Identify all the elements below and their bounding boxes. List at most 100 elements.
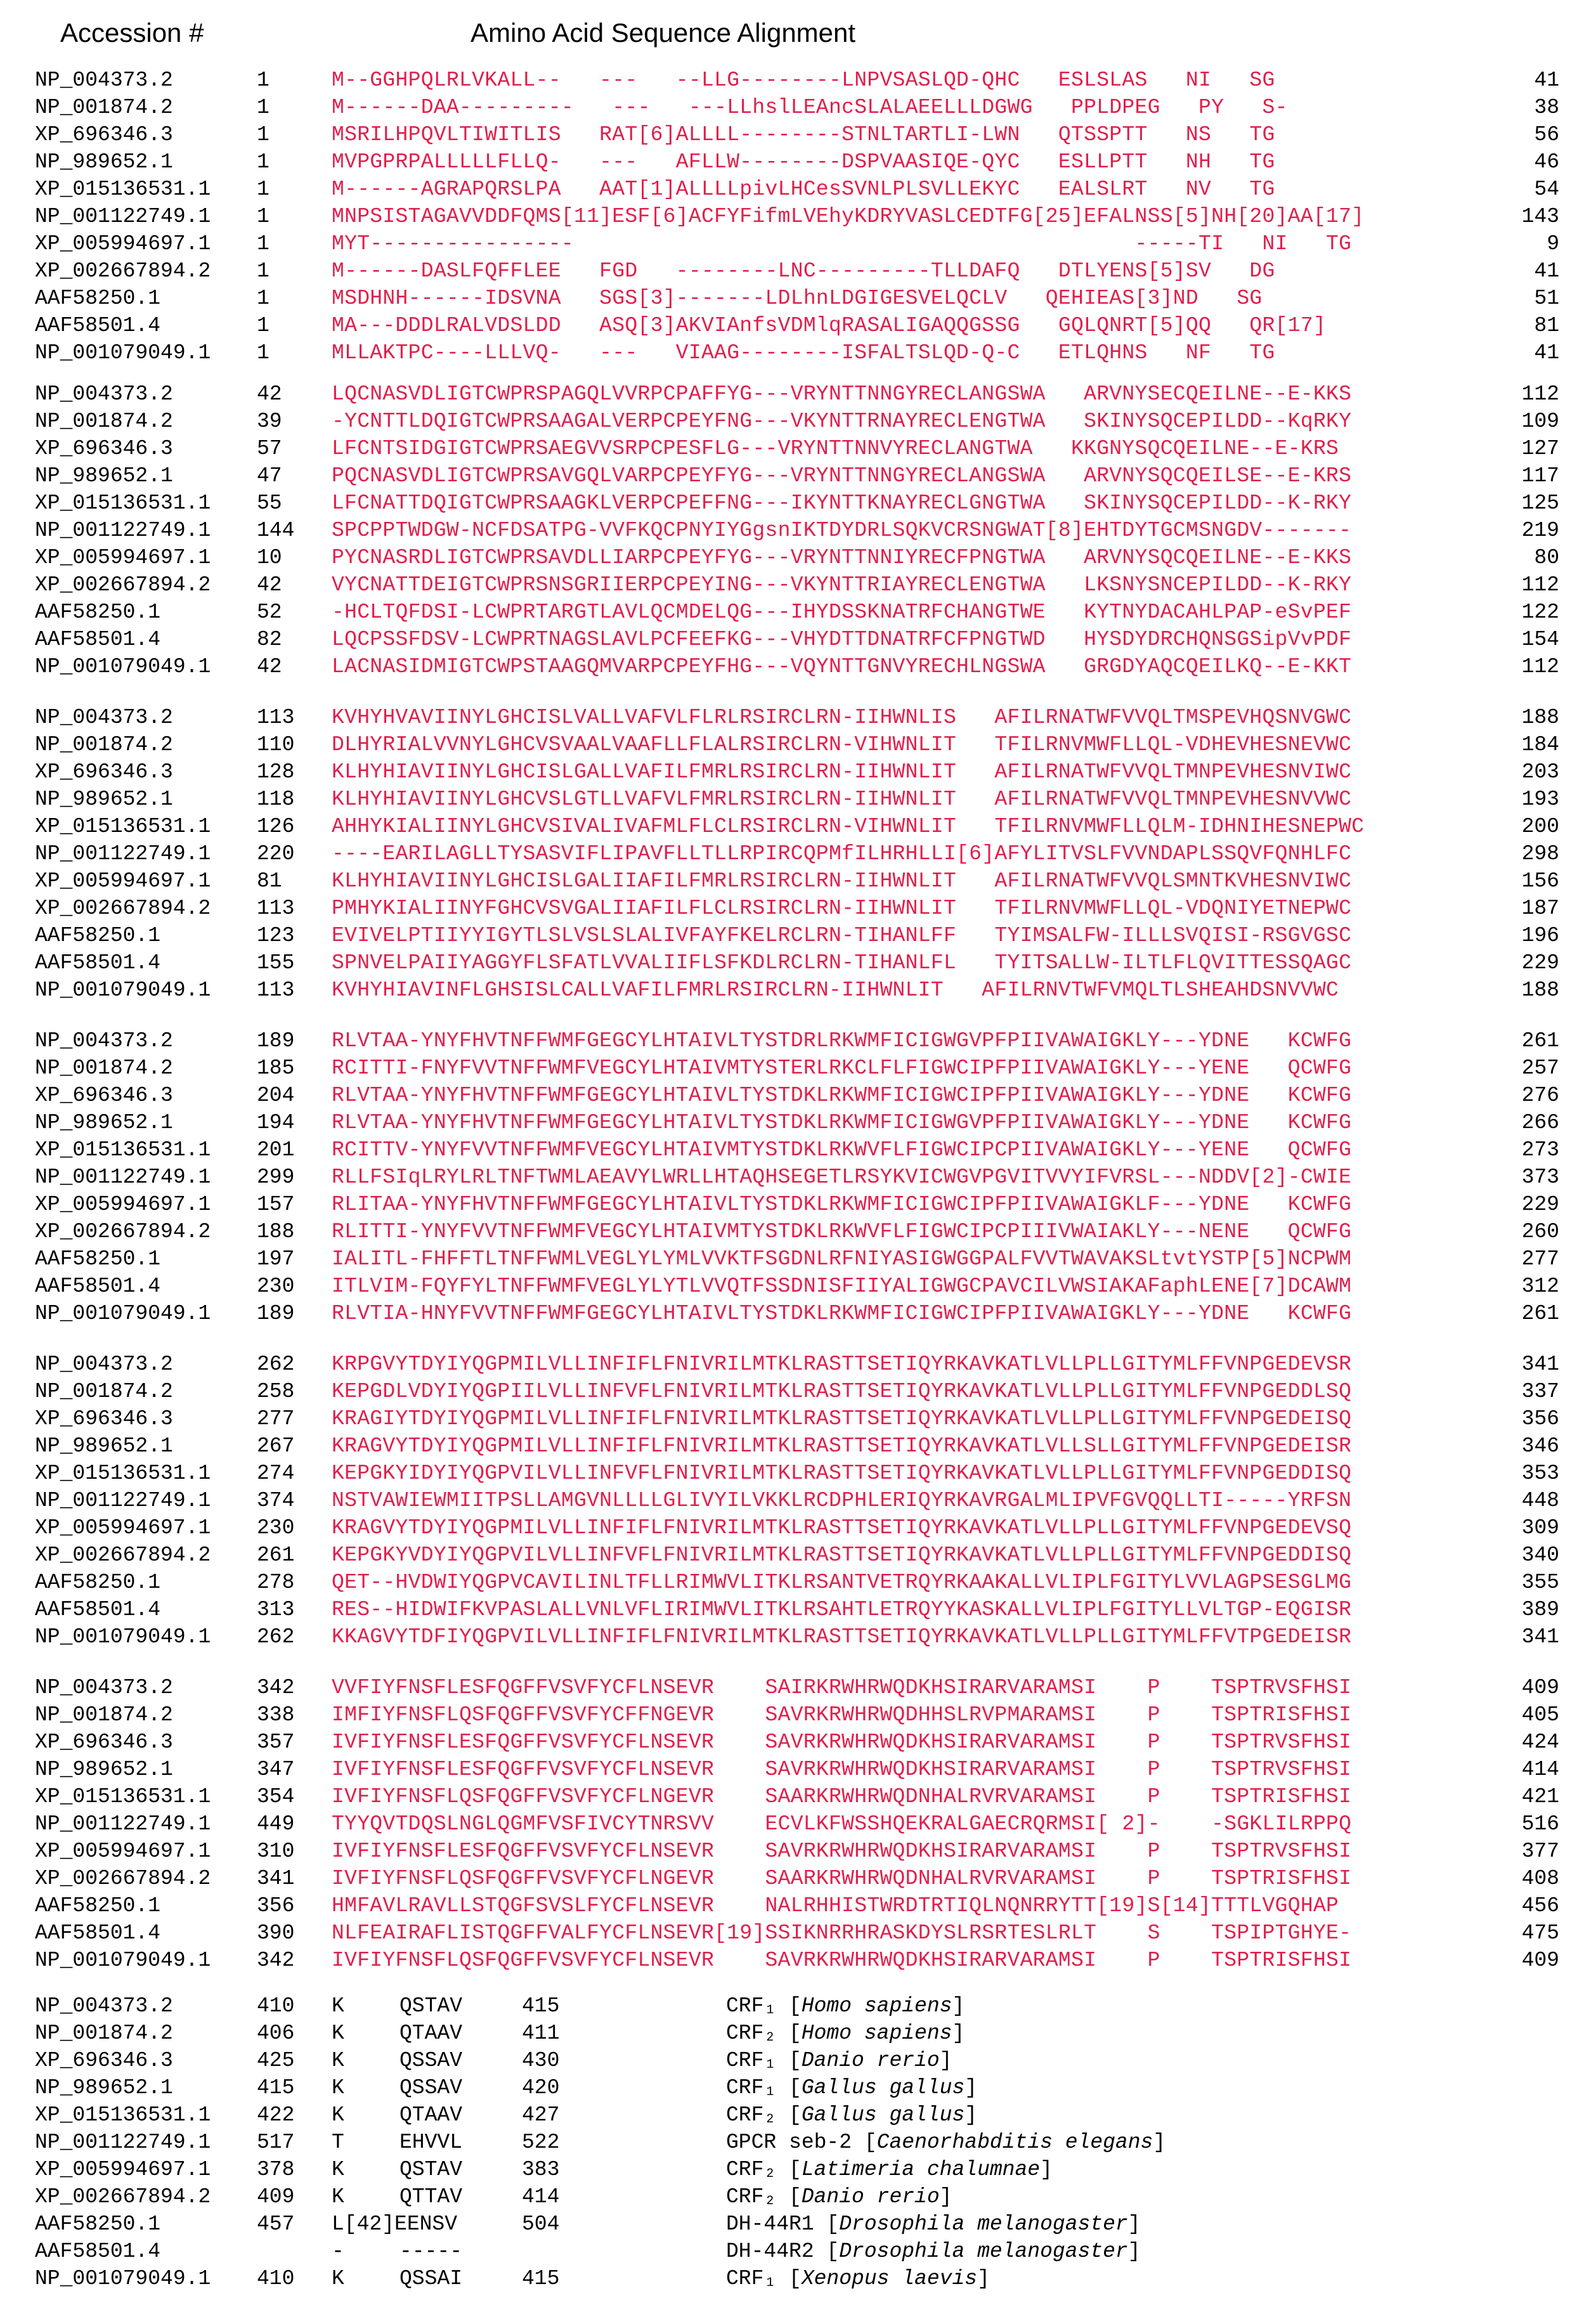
end-position: 203 (1521, 760, 1559, 784)
start-position: 310 (257, 1840, 295, 1863)
end-position: 261 (1521, 1029, 1559, 1053)
end-position: 341 (1521, 1625, 1559, 1649)
sequence-segment: KRAGIYTDYIYQGPMILVLLINFIFLFNIVRILMTKLRAS… (332, 1407, 1352, 1431)
alignment-row: NP_989652.1 47 PQCNASVDLIGTCWPRSAVGQLVARPC… (0, 462, 1591, 490)
end-position: 405 (1521, 1703, 1559, 1727)
alignment-row: AAF58250.1 356 HMFAVLRAVLLSTQGFSVSLFYCFLNS… (0, 1892, 1591, 1919)
alignment-row: XP_696346.3 57 LFCNTSIDGIGTCWPRSAEGVVSRPCP… (0, 435, 1591, 462)
alignment-block: NP_004373.2 262 KRPGVYTDYIYQGPMILVLLINFIFL… (0, 1351, 1591, 1651)
alignment-row: NP_001874.2 1 M------DAA--------- --- ---L… (0, 94, 1591, 121)
end-position: 122 (1521, 600, 1559, 624)
alignment-row: AAF58501.4 82 LQCPSSFDSV-LCWPRTNAGSLAVLPCF… (0, 626, 1591, 653)
sequence-segment: M------DAA--------- --- ---LLhslLEAncSLA… (332, 96, 1288, 119)
start-position: 457 (257, 2212, 295, 2236)
start-position: 144 (257, 519, 295, 542)
start-position: 1 (257, 150, 269, 174)
end-position: 411 (522, 2022, 560, 2045)
sequence-segment: VVFIYFNSFLESFQGFFVSVFYCFLNSEVR SAIRKRWHR… (332, 1676, 1352, 1699)
end-position: 383 (522, 2158, 560, 2181)
end-position: 427 (522, 2103, 560, 2127)
sequence-segment: MLLAKTPC----LLLVQ- --- VIAAG--------ISFA… (332, 341, 1275, 365)
accession-id: XP_015136531.1 (35, 2103, 211, 2127)
start-position: 1 (257, 96, 269, 119)
accession-id: XP_015136531.1 (35, 815, 211, 838)
start-position: 1 (257, 205, 269, 228)
start-position: 57 (257, 437, 282, 460)
terminal-segment: QSSAV (399, 2076, 463, 2100)
accession-id: NP_001122749.1 (35, 519, 211, 542)
accession-id: AAF58501.4 (35, 314, 161, 337)
start-position: 342 (257, 1949, 295, 1972)
end-position: 219 (1521, 519, 1559, 542)
accession-id: NP_001874.2 (35, 1056, 173, 1080)
accession-id: XP_005994697.1 (35, 1840, 211, 1863)
start-position: 189 (257, 1029, 295, 1053)
start-position: 313 (257, 1598, 295, 1621)
start-position: 410 (257, 1994, 295, 2018)
accession-id: NP_004373.2 (35, 706, 173, 729)
figure-header: Accession # Amino Acid Sequence Alignmen… (0, 18, 1591, 62)
end-position: 504 (522, 2212, 560, 2236)
species-name: Latimeria chalumnae (801, 2158, 1041, 2181)
accession-id: XP_696346.3 (35, 760, 173, 784)
end-position: 117 (1521, 464, 1559, 488)
alignment-row: NP_989652.1 118 KLHYHIAVIINYLGHCVSLGTLLVAF… (0, 786, 1591, 813)
alignment-row: AAF58250.1 52 -HCLTQFDSI-LCWPRTARGTLAVLQCM… (0, 599, 1591, 626)
accession-id: NP_989652.1 (35, 2076, 173, 2100)
accession-id: NP_001079049.1 (35, 341, 211, 365)
start-position: 1 (257, 123, 269, 146)
end-position: 188 (1521, 978, 1559, 1002)
end-position: 46 (1534, 150, 1559, 174)
start-position: 42 (257, 655, 282, 678)
start-position: 42 (257, 573, 282, 597)
end-position: 109 (1521, 410, 1559, 433)
start-position: 299 (257, 1165, 295, 1189)
sequence-segment: LQCPSSFDSV-LCWPRTNAGSLAVLPCFEEFKG---VHYD… (332, 628, 1352, 651)
alignment-row: XP_002667894.2 113 PMHYKIALIINYFGHCVSVGALI… (0, 895, 1591, 922)
start-position: 449 (257, 1812, 295, 1836)
end-position: 188 (1521, 706, 1559, 729)
sequence-segment: MA---DDDLRALVDSLDD ASQ[3]AKVIAnfsVDMlqRA… (332, 314, 1327, 337)
accession-id: XP_696346.3 (35, 1407, 173, 1431)
sequence-segment: KEPGDLVDYIYQGPIILVLLINFVFLFNIVRILMTKLRAS… (332, 1380, 1352, 1403)
accession-id: XP_015136531.1 (35, 1462, 211, 1485)
sequence-segment: RLLFSIqLRYLRLTNFTWMLAEAVYLWRLLHTAQHSEGET… (332, 1165, 1352, 1189)
sequence-segment: ----EARILAGLLTYSASVIFLIPAVFLLTLLRPIRCQPM… (332, 842, 1352, 866)
sequence-segment: LQCNASVDLIGTCWPRSPAGQLVVRPCPAFFYG---VRYN… (332, 382, 1352, 406)
start-position: 378 (257, 2158, 295, 2181)
alignment-row: AAF58501.4 230 ITLVIM-FQYFYLTNFFWMFVEGLYLY… (0, 1273, 1591, 1300)
terminal-residue: K (332, 2022, 344, 2045)
start-position: 188 (257, 1220, 295, 1243)
end-position: 415 (522, 1994, 560, 2018)
start-position: 113 (257, 978, 295, 1002)
species-annotation: GPCR seb-2 [Caenorhabditis elegans] (726, 2131, 1166, 2154)
accession-id: AAF58501.4 (35, 1275, 161, 1298)
terminal-residue: K (332, 2049, 344, 2072)
start-position: 278 (257, 1571, 295, 1594)
alignment-row: XP_696346.3 357 IVFIYFNSFLESFQGFFVSVFYCFLN… (0, 1729, 1591, 1756)
start-position: 409 (257, 2185, 295, 2209)
end-position: 38 (1534, 96, 1559, 119)
alignment-row: XP_015136531.1 126 AHHYKIALIINYLGHCVSIVALI… (0, 813, 1591, 840)
terminal-segment: QSTAV (399, 1994, 463, 2018)
sequence-segment: ITLVIM-FQYFYLTNFFWMFVEGLYLYTLVVQTFSSDNIS… (332, 1275, 1352, 1298)
accession-id: NP_001122749.1 (35, 1489, 211, 1512)
end-position: 200 (1521, 815, 1559, 838)
accession-id: NP_001122749.1 (35, 842, 211, 866)
start-position: 1 (257, 341, 269, 365)
end-position: 456 (1521, 1894, 1559, 1918)
sequence-segment: KRAGVYTDYIYQGPMILVLLINFIFLFNIVRILMTKLRAS… (332, 1516, 1352, 1540)
alignment-row: XP_002667894.2 261 KEPGKYVDYIYQGPVILVLLINF… (0, 1542, 1591, 1569)
accession-id: XP_005994697.1 (35, 1516, 211, 1540)
alignment-row: NP_001122749.1 299 RLLFSIqLRYLRLTNFTWMLAEA… (0, 1164, 1591, 1191)
alignment-row: NP_001122749.1 1 MNPSISTAGAVVDDFQMS[11]ESF… (0, 203, 1591, 230)
receptor-label: GPCR seb-2 (726, 2131, 852, 2154)
alignment-row: NP_001122749.1 374 NSTVAWIEWMIITPSLLAMGVNL… (0, 1487, 1591, 1514)
alignment-row: XP_696346.3 1 MSRILHPQVLTIWITLIS RAT[6]ALL… (0, 121, 1591, 148)
receptor-label: DH-44R2 (726, 2240, 814, 2263)
accession-id: AAF58501.4 (35, 951, 161, 975)
alignment-row: NP_004373.2 113 KVHYHVAVIINYLGHCISLVALLVAF… (0, 704, 1591, 731)
sequence-segment: TYYQVTDQSLNGLQGMFVSFIVCYTNRSVV ECVLKFWSS… (332, 1812, 1352, 1836)
figure-title: Amino Acid Sequence Alignment (471, 18, 856, 48)
